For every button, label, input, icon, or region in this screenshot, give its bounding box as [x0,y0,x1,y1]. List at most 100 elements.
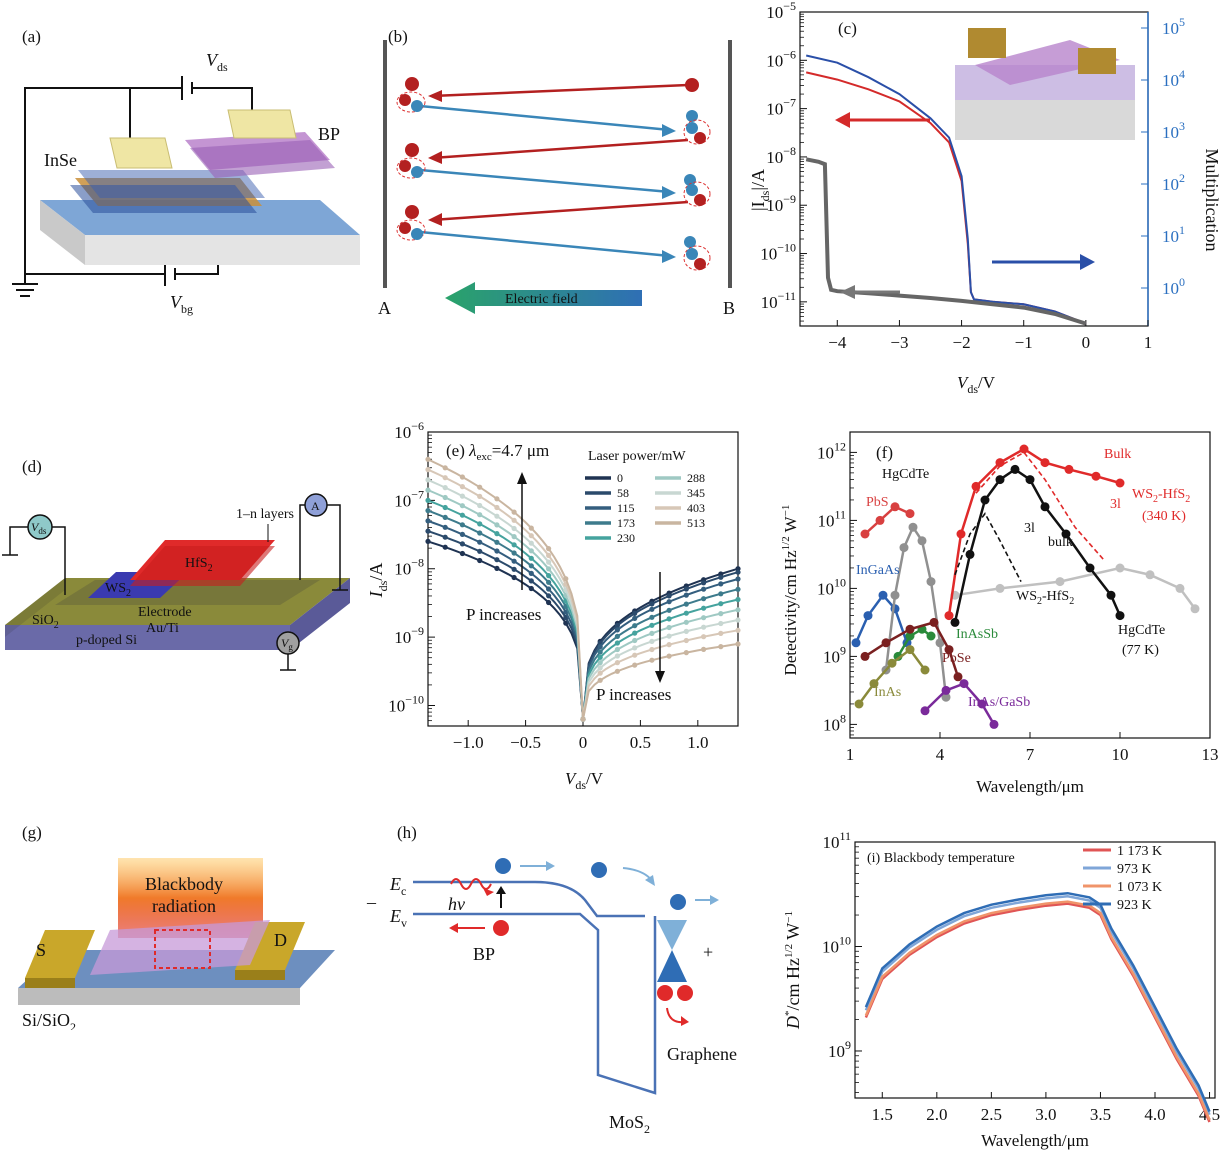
band-lines [413,880,657,1095]
panel-g-label: (g) [22,823,42,842]
label-ws2hfs2-black: WS2-HfS2 [1016,589,1074,607]
data-point [950,617,960,627]
legend-label: 923 K [1117,898,1152,913]
x-tick-label: 4.0 [1144,1105,1165,1124]
data-point [477,530,483,536]
data-point [1055,577,1065,587]
series-1073K [864,900,1211,1121]
data-point [477,512,483,518]
x-tick-label: 3.5 [1090,1105,1111,1124]
carriers-left [396,77,426,241]
data-point [425,456,431,462]
data-point [528,578,534,584]
data-point [632,630,638,636]
data-point [890,502,900,512]
x-tick-label: 13 [1202,745,1219,764]
data-point [1190,604,1200,614]
bp-h-label: BP [473,944,495,964]
y-axis-label: D*/cm Hz1/2 W−1 [783,911,803,1030]
data-point [683,637,689,644]
vds-d-label: Vds [31,520,47,536]
circuit-d [2,493,348,671]
legend-label: 173 [617,516,635,530]
data-point [683,601,689,607]
electrodes [109,109,297,169]
data-point [893,651,903,661]
x-axis-label: Vds/V [957,373,996,396]
data-point [995,475,1005,485]
drain-label: D [274,930,287,950]
data-point [442,475,448,481]
data-point [511,517,517,523]
data-point [649,638,655,644]
panel-a: (a) Vds Vbg InSe BP [12,27,360,316]
psi-label: p-doped Si [76,633,137,648]
y2-tick-label: 104 [1162,67,1185,90]
data-point [511,550,517,556]
data-point [511,566,517,572]
arrows-h [449,861,719,1026]
electric-field-label: Electric field [505,292,578,307]
data-point [926,577,936,587]
annotation: (i) Blackbody temperature [867,851,1015,866]
arrows-c [835,112,1095,299]
data-point [1040,502,1050,512]
x-tick-label: −0.5 [510,733,541,752]
electrons [493,858,693,1001]
data-point [1010,464,1020,474]
data-point [890,590,900,600]
data-point [425,497,431,503]
x-tick-label: −2 [953,333,971,352]
data-point [597,677,603,683]
data-point [546,579,552,585]
data-point [494,513,500,519]
data-point [528,563,534,569]
x-tick-label: 7 [1026,745,1035,764]
panel-h-label: (h) [397,823,417,842]
data-point [528,548,534,554]
label-3l-red: 3l [1110,497,1121,512]
data-point [735,617,741,623]
data-point [442,544,448,550]
data-point [632,645,638,651]
data-point [666,607,672,613]
data-point [459,474,465,480]
x-tick-label: 1.0 [687,733,708,752]
data-point [860,651,870,661]
data-point [649,601,655,607]
data-point [649,646,655,653]
vbg-label: Vbg [170,292,193,316]
y-tick-label: 10−7 [766,96,796,119]
y-tick-label: 1010 [822,933,851,956]
source-label: S [36,940,46,960]
panel-c: −4 −3 −2 −1 0 1 10−11 10−10 10−9 10−8 10−7 10−6 10−5… [748,0,1220,396]
x-tick-label: 3.0 [1035,1105,1056,1124]
data-point [718,620,724,627]
x-axis-label: Wavelength/μm [976,777,1084,796]
data-point [477,557,483,564]
y2-tick-label: 105 [1162,15,1185,38]
data-point [442,504,448,511]
data-point [1091,471,1101,481]
y2-tick-label: 103 [1162,119,1185,142]
panel-a-label: (a) [22,27,41,46]
data-point [941,692,951,702]
legend-title: Laser power/mW [588,449,686,464]
series-973K [864,895,1211,1116]
device-g [18,920,335,1005]
data-point [511,509,517,515]
label-ingaas: InGaAs [856,563,900,578]
data-point [920,706,930,716]
ec-label: Ec [389,874,406,898]
ammeter-label: A [311,499,320,513]
data-point [649,630,655,636]
data-point [511,558,517,564]
data-point [1115,563,1125,573]
data-point [917,536,927,546]
ev-label: Ev [389,906,407,930]
data-point [494,557,500,563]
data-point [718,601,724,607]
x-tick-label: −3 [890,333,908,352]
data-point [511,542,517,548]
data-point [494,531,500,537]
